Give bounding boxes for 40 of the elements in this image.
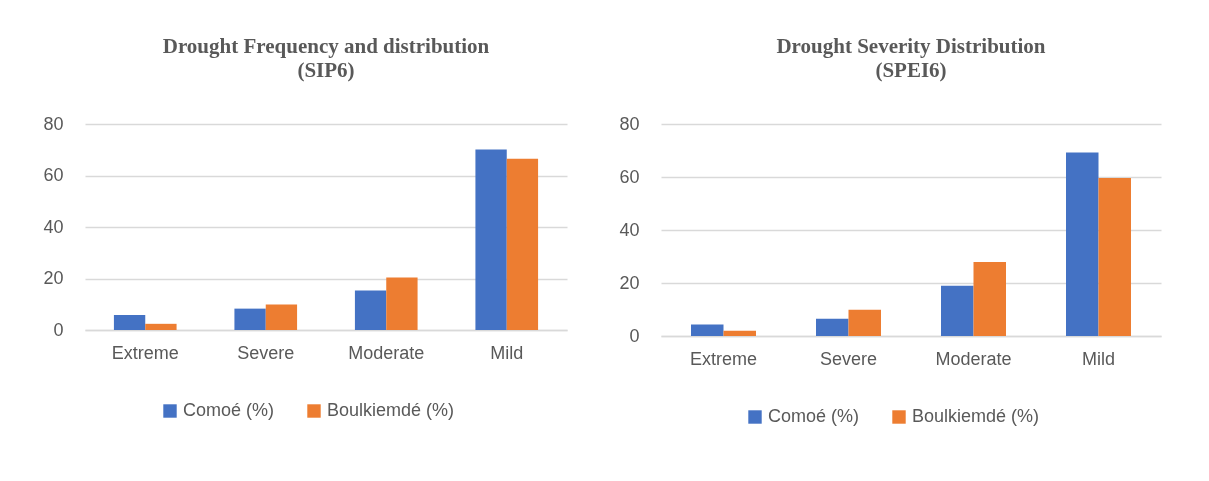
- bar: [1066, 152, 1099, 336]
- chart-title: Drought Frequency and distribution (SIP6): [162, 34, 490, 82]
- y-tick-label: 80: [619, 113, 640, 134]
- y-tick-label: 60: [43, 165, 64, 185]
- x-tick-label: Mild: [490, 342, 524, 363]
- bar: [848, 309, 881, 336]
- x-tick-label: Moderate: [348, 342, 425, 363]
- bar: [386, 277, 418, 330]
- y-tick-label: 40: [43, 216, 64, 237]
- bar: [475, 149, 507, 330]
- x-tick-label: Severe: [819, 348, 878, 369]
- legend-label: Boulkiemdé (%): [327, 400, 455, 420]
- bar: [506, 158, 539, 330]
- chart-title: Drought Severity Distribution (SPEI6): [776, 34, 1046, 82]
- y-tick-label: 0: [53, 319, 64, 340]
- x-tick-label: Mild: [1081, 348, 1116, 369]
- bar: [941, 285, 974, 336]
- bar: [691, 324, 724, 336]
- y-tick-label: 0: [629, 325, 640, 346]
- bar: [816, 318, 849, 336]
- y-tick-label: 80: [43, 113, 64, 134]
- x-tick-label: Extreme: [111, 342, 179, 363]
- x-tick-label: Extreme: [689, 348, 758, 369]
- bar: [973, 262, 1006, 336]
- bar: [145, 323, 177, 330]
- x-tick-label: Severe: [237, 342, 295, 363]
- y-tick-label: 40: [619, 219, 640, 240]
- y-tick-label: 60: [619, 166, 640, 187]
- bar: [1098, 178, 1131, 336]
- y-tick-label: 20: [43, 268, 64, 288]
- bar: [723, 330, 756, 336]
- legend-label: Boulkiemdé (%): [912, 406, 1040, 426]
- legend-label: Comoé (%): [768, 406, 860, 426]
- bar: [113, 315, 146, 330]
- bar: [265, 304, 298, 330]
- bar: [234, 308, 266, 330]
- legend-label: Comoé (%): [183, 400, 275, 420]
- bar: [354, 290, 387, 330]
- y-tick-label: 20: [619, 272, 640, 293]
- x-tick-label: Moderate: [935, 348, 1012, 369]
